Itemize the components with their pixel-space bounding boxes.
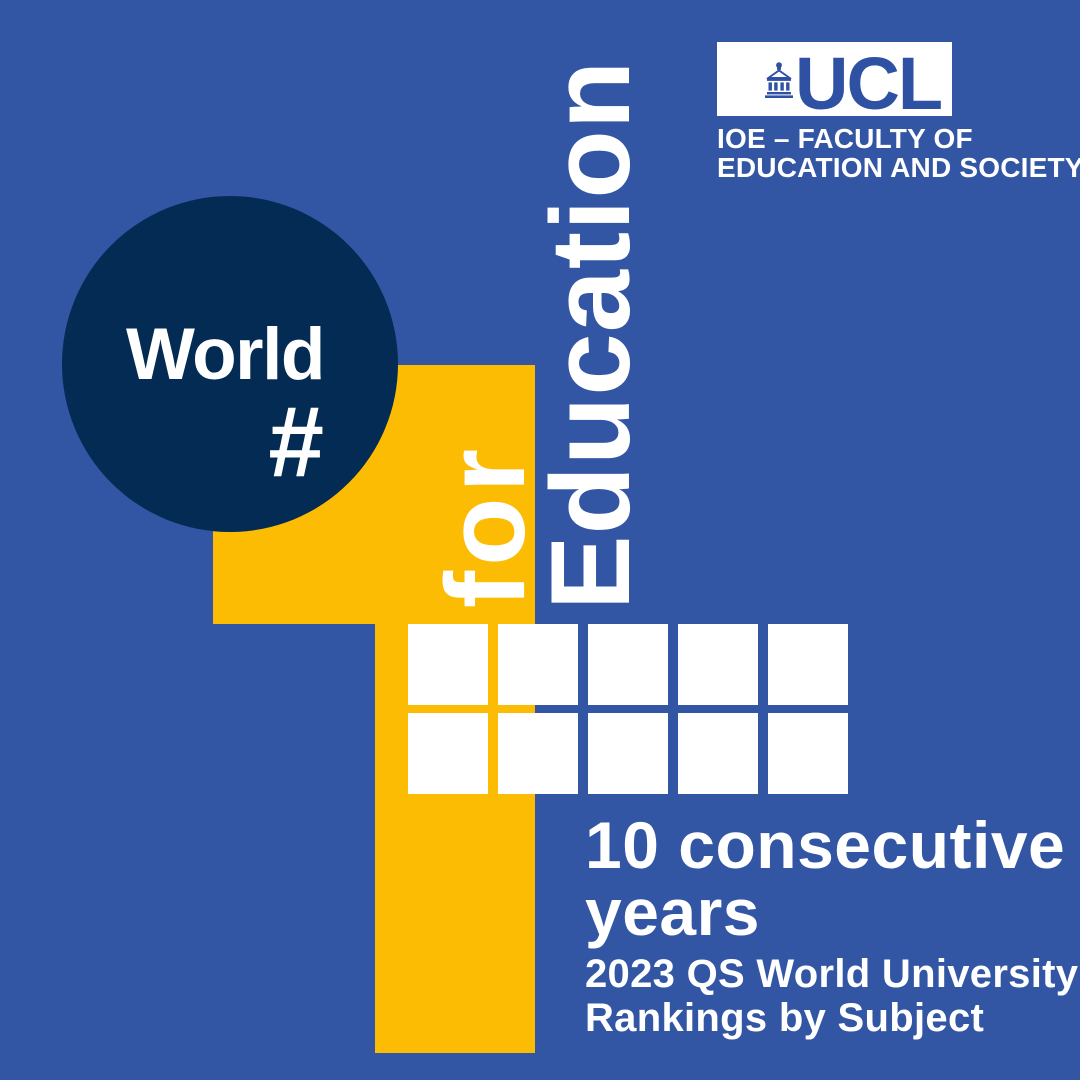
badge-hash-symbol: # (268, 386, 324, 498)
world-number-badge (62, 196, 398, 532)
year-square (588, 713, 668, 794)
year-square (678, 624, 758, 705)
badge-world-label: World (126, 314, 325, 395)
year-square (678, 713, 758, 794)
headline-line2: years (585, 875, 761, 949)
year-square (498, 713, 578, 794)
year-square (588, 624, 668, 705)
subheadline: 2023 QS World University Rankings by Sub… (585, 952, 1078, 1040)
year-square (408, 624, 488, 705)
ucl-logo: UCL (717, 42, 952, 125)
numeral-one-stem (375, 365, 535, 1053)
year-square (768, 713, 848, 794)
logo-caption-line2: EDUCATION AND SOCIETY (717, 152, 1080, 183)
education-label: Education (528, 59, 653, 611)
year-square (498, 624, 578, 705)
year-square (408, 713, 488, 794)
logo-caption-line1: IOE – FACULTY OF (717, 123, 973, 154)
headline: 10 consecutive years (585, 812, 1065, 946)
ten-years-grid (408, 624, 848, 794)
headline-line1: 10 consecutive (585, 808, 1066, 882)
ucl-portico-icon (765, 62, 793, 98)
subheadline-line2: Rankings by Subject (585, 996, 985, 1040)
for-label: for (423, 443, 548, 609)
ucl-logo-caption: IOE – FACULTY OF EDUCATION AND SOCIETY (717, 124, 1080, 182)
year-square (768, 624, 848, 705)
ucl-letters: UCL (795, 42, 943, 125)
subheadline-line1: 2023 QS World University (585, 952, 1079, 996)
